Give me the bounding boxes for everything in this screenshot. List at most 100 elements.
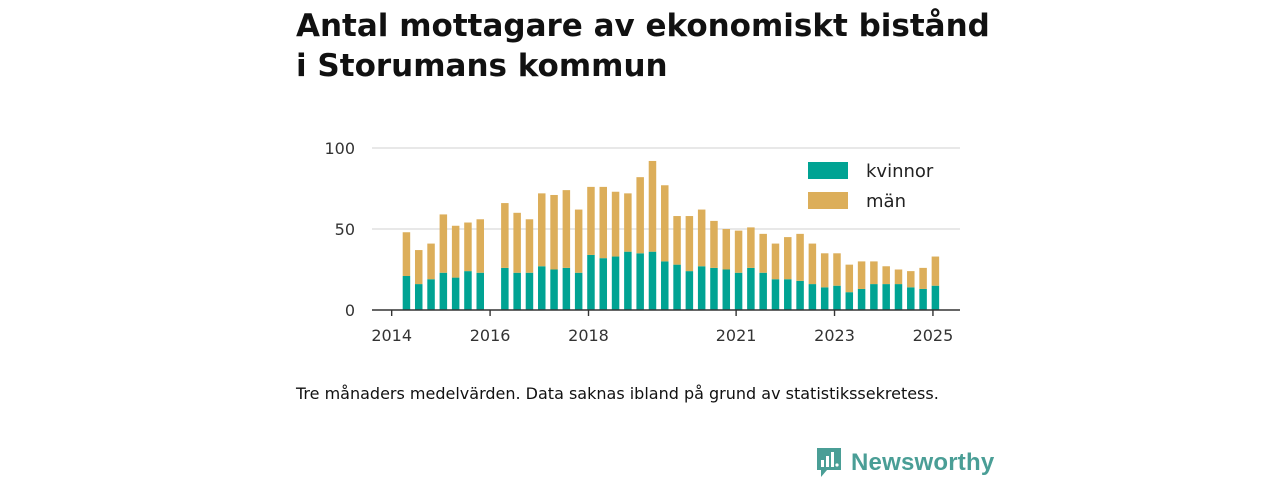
bar-man (784, 237, 792, 280)
x-tick-label: 2016 (470, 326, 511, 345)
bar-kvinnor (574, 272, 583, 310)
bar-kvinnor (513, 272, 521, 310)
bar-man (808, 243, 817, 285)
y-tick-label: 100 (324, 139, 355, 158)
legend-label-kvinnor: kvinnor (866, 161, 934, 182)
bar-kvinnor (710, 267, 718, 310)
bar-kvinnor (648, 251, 657, 310)
bar-man (402, 232, 411, 276)
bar-man (907, 271, 915, 288)
bar-man (857, 261, 866, 289)
bar-man (734, 230, 743, 273)
bar-kvinnor (611, 256, 620, 310)
bar-man (525, 219, 534, 273)
bar-man (833, 253, 841, 286)
x-tick-label: 2023 (814, 326, 855, 345)
bar-kvinnor (734, 272, 743, 310)
bar-kvinnor (476, 272, 484, 310)
bar-kvinnor (857, 288, 866, 310)
bar-man (710, 220, 718, 268)
newsworthy-logo-text: Newsworthy (851, 449, 995, 476)
legend: kvinnor män (808, 161, 934, 212)
bar-kvinnor (697, 266, 706, 310)
bar-kvinnor (919, 288, 927, 310)
bar-man (538, 193, 546, 267)
y-tick-label: 50 (335, 220, 355, 239)
bar-kvinnor (820, 287, 829, 310)
bar-man (501, 203, 509, 268)
bar-man (771, 243, 780, 280)
bar-man (882, 266, 890, 285)
bar-kvinnor (624, 251, 632, 310)
bar-man (870, 261, 878, 285)
newsworthy-logo[interactable]: Newsworthy (815, 446, 994, 480)
bar-man (661, 185, 669, 262)
chart-title: Antal mottagare av ekonomiskt bistånd i … (296, 6, 1016, 86)
bar-kvinnor (673, 264, 681, 310)
axes: 0 50 100 2014 2016 2018 2021 2023 2025 (324, 139, 960, 345)
bar-man (451, 225, 460, 278)
bar-man (587, 186, 595, 255)
legend-swatch-man (808, 192, 848, 209)
bar-kvinnor (501, 267, 509, 310)
newsworthy-logo-icon (817, 448, 841, 477)
bar-man (894, 269, 903, 285)
bar-man (562, 190, 571, 268)
bar-man (636, 177, 644, 254)
bar-kvinnor (402, 275, 411, 310)
bar-kvinnor (759, 272, 767, 310)
legend-swatch-kvinnor (808, 162, 848, 179)
bar-kvinnor (587, 254, 595, 310)
bar-kvinnor (562, 267, 571, 310)
bar-man (427, 243, 435, 280)
bar-man (685, 216, 694, 272)
bar-man (414, 250, 423, 285)
bar-man (599, 186, 608, 259)
bar-kvinnor (451, 277, 460, 310)
bar-man (931, 256, 940, 286)
bar-kvinnor (771, 279, 780, 310)
bar-kvinnor (796, 280, 804, 310)
bar-man (759, 233, 767, 273)
bar-man (611, 191, 620, 257)
bar-kvinnor (464, 271, 472, 310)
bar-kvinnor (870, 284, 878, 310)
legend-label-man: män (866, 191, 906, 212)
bar-man (722, 229, 731, 270)
bar-kvinnor (538, 266, 546, 310)
chart-footnote: Tre månaders medelvärden. Data saknas ib… (296, 384, 939, 403)
bar-kvinnor (808, 284, 817, 310)
x-tick-label: 2018 (568, 326, 609, 345)
bar-man (574, 209, 583, 273)
bar-man (845, 264, 854, 293)
bar-man (464, 222, 472, 272)
bar-man (624, 193, 632, 252)
bar-man (820, 253, 829, 288)
bar-man (697, 209, 706, 267)
bar-man (550, 194, 558, 270)
bar-kvinnor (882, 284, 890, 310)
bar-man (513, 212, 521, 273)
bar-kvinnor (747, 267, 755, 310)
x-tick-label: 2025 (913, 326, 954, 345)
bar-kvinnor (550, 269, 558, 310)
bar-kvinnor (845, 292, 854, 310)
bar-kvinnor (439, 272, 448, 310)
bar-kvinnor (525, 272, 534, 310)
bar-kvinnor (722, 269, 731, 310)
bar-man (796, 233, 804, 281)
bar-kvinnor (907, 287, 915, 310)
x-tick-label: 2021 (716, 326, 757, 345)
bar-kvinnor (894, 284, 903, 310)
bar-kvinnor (427, 279, 435, 310)
bar-man (747, 227, 755, 268)
bar-kvinnor (784, 279, 792, 310)
bar-man (919, 267, 927, 289)
bar-man (476, 219, 484, 273)
bar-kvinnor (833, 285, 841, 310)
bar-kvinnor (931, 285, 940, 310)
chart-title-line-2: i Storumans kommun (296, 48, 668, 84)
y-tick-label: 0 (345, 301, 355, 320)
chart-title-line-1: Antal mottagare av ekonomiskt bistånd (296, 8, 990, 44)
